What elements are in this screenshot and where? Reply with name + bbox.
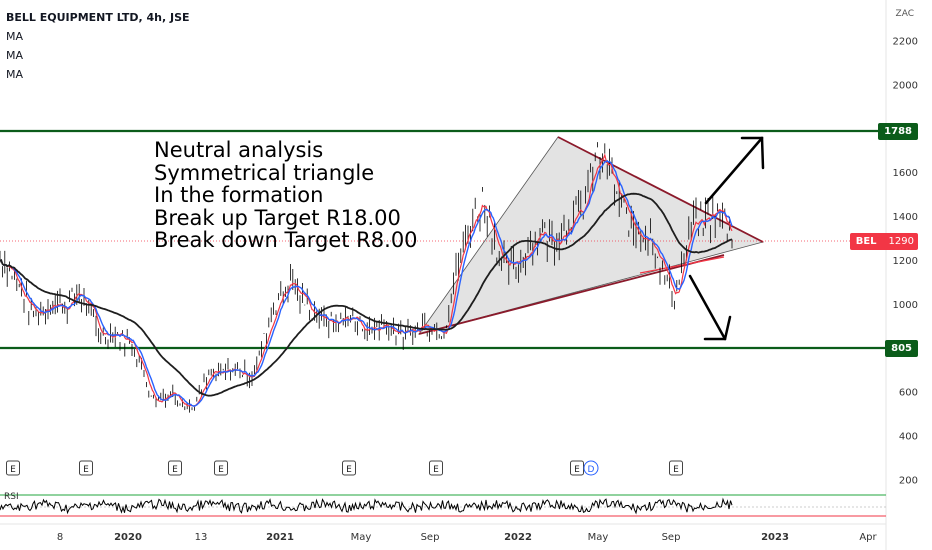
event-marker-label: E [673,465,679,475]
note-line-3: In the formation [154,183,324,207]
support-trendline-red [639,256,725,274]
note-line-1: Neutral analysis [154,138,324,162]
time-tick-label: 13 [195,532,208,543]
rsi-series [0,497,733,515]
indicator-ma-2[interactable]: MA [6,49,24,62]
event-marker-label: E [83,465,89,475]
rsi-line [0,497,733,515]
event-marker-label: E [574,465,580,475]
price-tick-label: 1600 [893,168,918,179]
price-tick-label: 200 [899,476,918,487]
event-marker-label: E [218,465,224,475]
indicator-ma-1[interactable]: MA [6,30,24,43]
time-tick-label: Sep [662,532,681,543]
price-tick-label: 400 [899,432,918,443]
time-tick-label: 2023 [761,532,789,543]
symbol-badge-label: BEL [855,236,877,247]
event-marker-label: E [172,465,178,475]
resistance-trendline[interactable] [557,136,764,243]
event-marker-label: E [10,465,16,475]
time-tick-label: 2022 [504,532,532,543]
rsi-pane[interactable] [0,494,886,517]
level-badge-upper: 1788 [878,123,918,140]
time-tick-label: Sep [421,532,440,543]
price-tick-label: 1400 [893,212,918,223]
time-tick-label: May [351,532,372,543]
time-tick-label: Apr [859,532,877,543]
price-tick-label: 2200 [893,37,918,48]
dividend-marker [583,460,599,476]
earnings-marker [6,460,20,476]
arrow-up-icon [704,136,765,205]
ma-slow-series [0,192,733,397]
earnings-marker [168,460,182,476]
arrow-down-icon [688,274,732,341]
indicator-ma-3[interactable]: MA [6,68,24,81]
series-layer [0,142,733,413]
price-tick-label: 1200 [893,256,918,267]
last-price-badge: BEL 1290 [849,233,918,250]
event-marker-label: D [588,465,595,475]
earnings-marker [79,460,93,476]
ma-mid-series [0,159,733,407]
earnings-marker [429,460,443,476]
currency-label: ZAC [895,9,914,19]
time-tick-label: 2021 [266,532,294,543]
analysis-note[interactable]: Neutral analysis Symmetrical triangle In… [154,139,418,252]
rsi-label: RSI [4,492,19,502]
note-line-5: Break down Target R8.00 [154,228,418,252]
earnings-marker [669,460,683,476]
earnings-marker [342,460,356,476]
time-tick-label: 8 [57,532,63,543]
axis-layer: 2200200018001600140012001000800600400200… [57,37,918,544]
symbol-title[interactable]: BELL EQUIPMENT LTD, 4h, JSE [6,11,190,24]
level-badge-lower: 805 [885,340,918,357]
chart-header: BELL EQUIPMENT LTD, 4h, JSE MA MA MA [6,8,190,84]
time-tick-label: 2020 [114,532,142,543]
price-tick-label: 2000 [893,80,918,91]
support-trendline[interactable] [418,254,725,335]
earnings-marker [214,460,228,476]
symbol-badge-price: 1290 [888,236,914,247]
note-line-2: Symmetrical triangle [154,160,375,185]
price-tick-label: 1000 [893,300,918,311]
note-line-4: Break up Target R18.00 [154,205,401,230]
time-tick-label: May [588,532,609,543]
event-marker-label: E [433,465,439,475]
price-tick-label: 600 [899,388,918,399]
event-marker-label: E [346,465,352,475]
